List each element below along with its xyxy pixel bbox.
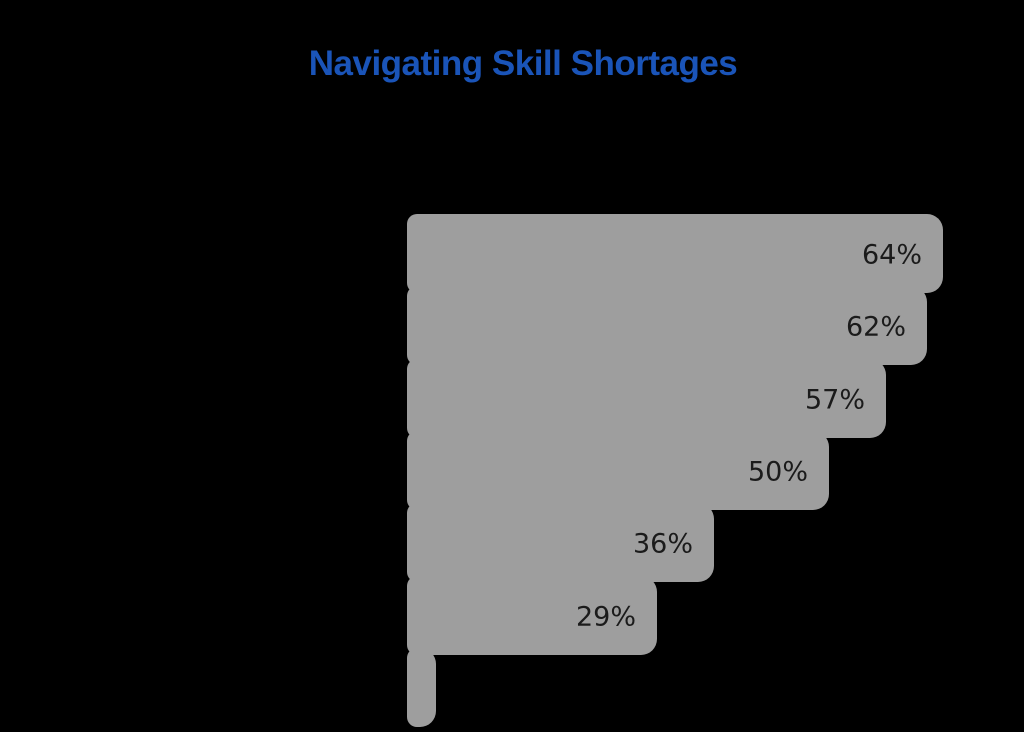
bar-value-label: 62% (845, 311, 906, 343)
bar (407, 648, 436, 727)
bar: 57% (407, 359, 886, 438)
chart-title: Navigating Skill Shortages (308, 44, 738, 83)
bar: 36% (407, 503, 714, 582)
bar-value-label: 36% (632, 528, 693, 560)
bar: 29% (407, 576, 657, 655)
bar-value-label: 50% (747, 456, 808, 488)
bar-value-label: 57% (804, 384, 865, 416)
bar-value-label: 29% (575, 601, 636, 633)
bar: 50% (407, 431, 829, 510)
bar: 64% (407, 214, 943, 293)
bar-value-label: 64% (861, 239, 922, 271)
bar: 62% (407, 286, 927, 365)
